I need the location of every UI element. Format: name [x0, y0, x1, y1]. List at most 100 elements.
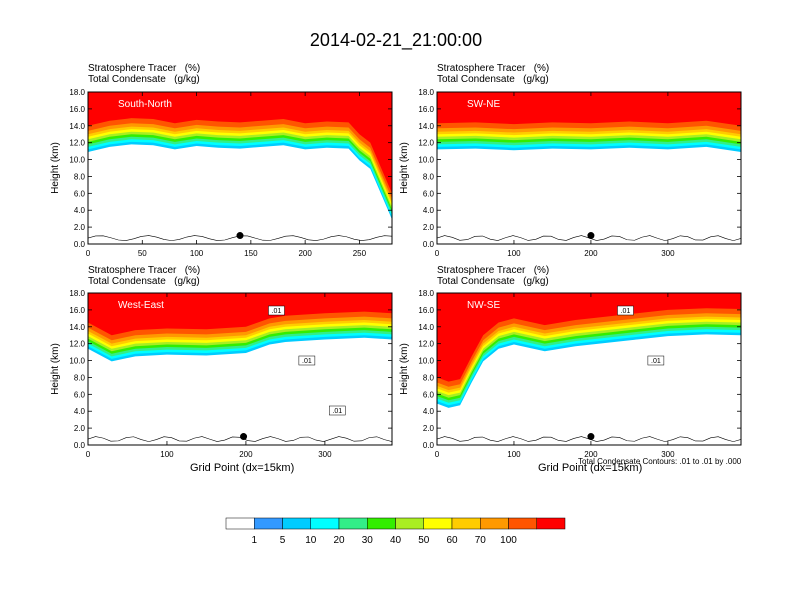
panel-4-field-label-tracer: Stratosphere Tracer (%) — [437, 265, 550, 276]
panel-1-field — [88, 92, 392, 244]
x-tick-label: 0 — [86, 249, 91, 258]
x-tick-label: 0 — [435, 249, 440, 258]
x-tick-label: 150 — [244, 249, 258, 258]
x-tick-label: 100 — [507, 450, 521, 459]
location-marker — [587, 232, 595, 240]
panel-4-field-labels: Stratosphere Tracer (%) Total Condensate… — [437, 265, 549, 287]
panel-1: 0.0 2.0 4.0 6.0 8.0 10.0 12.0 14.0 16.0 18.0 0 50 10… — [50, 88, 393, 258]
panel-4-field-label-condensate: Total Condensate (g/kg) — [437, 276, 549, 287]
location-marker — [587, 433, 595, 441]
y-tick-label: 2.0 — [74, 424, 86, 433]
panel-4-xlabel: Grid Point (dx=15km) — [538, 462, 643, 474]
location-marker — [240, 433, 248, 441]
y-tick-label: 4.0 — [74, 206, 86, 215]
panel-3-frame — [87, 292, 393, 446]
contour-label-box — [647, 355, 665, 366]
panel-3-field-label-tracer: Stratosphere Tracer (%) — [88, 265, 201, 276]
y-tick-label: 18.0 — [418, 88, 434, 97]
y-tick-label: 4.0 — [423, 206, 435, 215]
y-tick-label: 10.0 — [418, 156, 434, 165]
y-tick-label: 14.0 — [69, 122, 85, 131]
y-tick-label: 6.0 — [74, 189, 86, 198]
panel-name: SW-NE — [467, 99, 500, 110]
x-tick-label: 200 — [584, 249, 598, 258]
panel-3: 0.0 2.0 4.0 6.0 8.0 10.0 12.0 14.0 16.0 18.0 0 100 2… — [50, 289, 393, 459]
y-tick-label: 18.0 — [418, 289, 434, 298]
y-tick-label: 10.0 — [69, 357, 85, 366]
y-tick-label: 4.0 — [74, 407, 86, 416]
x-tick-label: 200 — [298, 249, 312, 258]
y-tick-label: 16.0 — [418, 105, 434, 114]
figure-title: 2014-02-21_21:00:00 — [309, 30, 483, 50]
y-tick-label: 6.0 — [423, 390, 435, 399]
panel-name: West-East — [118, 300, 164, 311]
tracer-band-11 — [88, 293, 392, 336]
tracer-band-11 — [437, 92, 741, 126]
x-tick-label: 100 — [160, 450, 174, 459]
y-tick-label: 10.0 — [69, 156, 85, 165]
y-axis-title: Height (km) — [399, 142, 410, 194]
y-tick-label: 4.0 — [423, 407, 435, 416]
tracer-band-11 — [437, 293, 741, 382]
y-tick-label: 18.0 — [69, 289, 85, 298]
x-tick-label: 300 — [318, 450, 332, 459]
y-axis-title: Height (km) — [50, 142, 61, 194]
contour-label: .01 — [272, 308, 282, 315]
x-tick-label: 0 — [435, 450, 440, 459]
y-tick-label: 12.0 — [418, 340, 434, 349]
panel-4-field — [437, 293, 741, 445]
y-tick-label: 8.0 — [74, 373, 86, 382]
y-tick-label: 8.0 — [423, 373, 435, 382]
y-tick-label: 0.0 — [74, 441, 86, 450]
x-tick-label: 100 — [190, 249, 204, 258]
y-tick-label: 14.0 — [418, 122, 434, 131]
y-tick-label: 6.0 — [423, 189, 435, 198]
panel-2-field — [437, 92, 741, 244]
contour-label: .01 — [302, 358, 312, 365]
contour-label-box — [329, 405, 346, 416]
y-tick-label: 0.0 — [423, 240, 435, 249]
y-tick-label: 12.0 — [69, 340, 85, 349]
panel-4-frame — [436, 292, 742, 446]
panel-3-xlabel: Grid Point (dx=15km) — [190, 462, 295, 474]
panel-3-field — [88, 293, 392, 445]
contour-label-box — [298, 355, 316, 366]
x-tick-label: 300 — [661, 450, 675, 459]
y-tick-label: 18.0 — [69, 88, 85, 97]
panel-name: NW-SE — [467, 300, 500, 311]
y-tick-label: 0.0 — [423, 441, 435, 450]
contour-label-box — [268, 305, 285, 316]
y-tick-label: 8.0 — [423, 172, 435, 181]
location-marker — [236, 232, 244, 240]
contour-label: .01 — [621, 308, 631, 315]
y-tick-label: 2.0 — [423, 424, 435, 433]
y-tick-label: 2.0 — [74, 223, 86, 232]
x-tick-label: 250 — [353, 249, 367, 258]
x-tick-label: 50 — [138, 249, 147, 258]
condensate-contour — [88, 436, 392, 442]
contour-label: .01 — [332, 408, 342, 415]
x-tick-label: 0 — [86, 450, 91, 459]
y-tick-label: 2.0 — [423, 223, 435, 232]
y-tick-label: 12.0 — [418, 139, 434, 148]
panel-2-field-labels: Stratosphere Tracer (%) Total Condensate… — [437, 63, 549, 85]
x-tick-label: 300 — [661, 249, 675, 258]
panel-name: South-North — [118, 99, 172, 110]
y-tick-label: 14.0 — [418, 323, 434, 332]
x-tick-label: 100 — [507, 249, 521, 258]
contour-label: .01 — [651, 358, 661, 365]
contour-note: Total Condensate Contours: .01 to .01 by… — [578, 457, 742, 466]
y-tick-label: 12.0 — [69, 139, 85, 148]
panel-3-field-labels: Stratosphere Tracer (%) Total Condensate… — [88, 265, 200, 287]
y-tick-label: 16.0 — [69, 306, 85, 315]
panel-1-field-labels: Stratosphere Tracer (%) Total Condensate… — [88, 63, 200, 85]
panel-3-field-label-condensate: Total Condensate (g/kg) — [88, 276, 200, 287]
panel-4: 0.0 2.0 4.0 6.0 8.0 10.0 12.0 14.0 16.0 18.0 0 100 2… — [399, 289, 742, 459]
tracer-band-11 — [88, 92, 392, 194]
panel-2-field-label-condensate: Total Condensate (g/kg) — [437, 74, 549, 85]
y-tick-label: 6.0 — [74, 390, 86, 399]
x-tick-label: 200 — [584, 450, 598, 459]
y-tick-label: 10.0 — [418, 357, 434, 366]
y-tick-label: 14.0 — [69, 323, 85, 332]
